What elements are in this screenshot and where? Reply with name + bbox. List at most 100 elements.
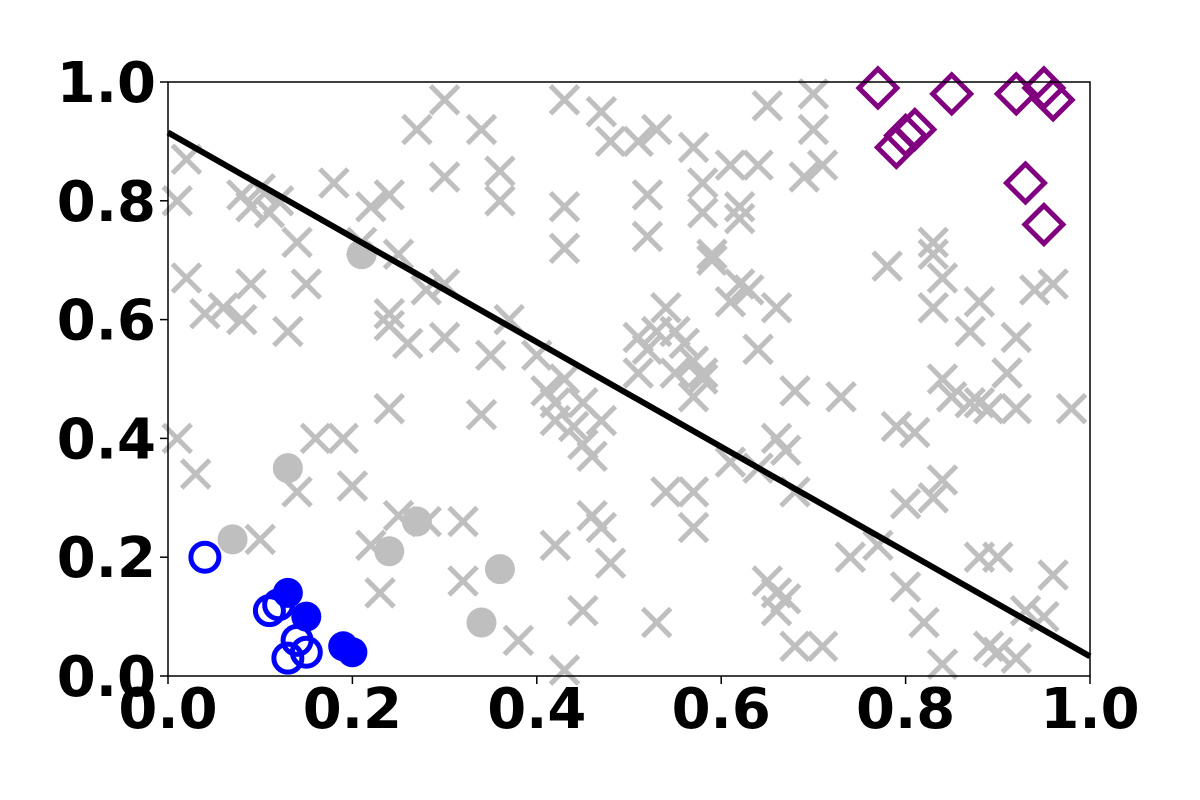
x-marker-point <box>631 220 664 253</box>
x-marker-point <box>318 167 350 199</box>
x-marker-point <box>428 161 461 193</box>
x-marker-point <box>327 422 359 455</box>
x-marker-point <box>677 131 710 164</box>
x-marker-point <box>179 458 212 490</box>
open-circle-point <box>188 540 222 574</box>
x-marker-point <box>484 155 516 187</box>
x-marker-point <box>899 416 931 449</box>
x-marker-point <box>889 571 922 603</box>
x-marker-point <box>594 547 627 579</box>
x-marker-point <box>567 386 599 419</box>
x-marker-point <box>401 113 433 146</box>
open-circle-point <box>289 635 323 669</box>
x-marker-point <box>935 381 968 413</box>
x-axis: 0.0 0.2 0.4 0.6 0.8 1.0 <box>118 676 1140 742</box>
x-marker-point <box>742 333 774 366</box>
x-marker-point <box>548 363 581 395</box>
x-marker-point <box>806 630 839 663</box>
x-marker-point <box>576 440 608 472</box>
x-marker-point <box>926 262 959 294</box>
x-marker-point <box>723 190 756 223</box>
x-marker-point <box>382 238 415 271</box>
x-marker-point <box>926 648 959 680</box>
x-marker-point <box>779 375 811 407</box>
x-marker-point <box>225 303 258 336</box>
x-marker-point <box>1000 392 1033 425</box>
x-marker-point <box>355 190 387 223</box>
x-marker-point <box>465 398 498 431</box>
x-marker-point <box>751 89 784 122</box>
x-marker-point <box>170 262 203 294</box>
y-axis: 0.0 0.2 0.4 0.6 0.8 1.0 <box>57 51 168 710</box>
x-marker-point <box>779 630 811 663</box>
x-marker-point <box>982 636 1014 669</box>
x-marker-point <box>336 470 369 502</box>
x-marker-point <box>1009 594 1042 627</box>
x-marker-point <box>474 339 507 372</box>
open-circle-point <box>262 588 296 622</box>
x-marker-point <box>290 268 323 300</box>
x-marker-point <box>889 487 922 520</box>
x-marker-point <box>622 357 654 389</box>
x-marker-point <box>1037 559 1069 591</box>
x-marker-point <box>696 238 728 271</box>
filled-circle-point <box>484 554 515 585</box>
x-tick-label: 0.2 <box>303 677 402 742</box>
x-marker-point <box>567 594 599 627</box>
x-marker-point <box>502 624 535 657</box>
x-marker-point <box>917 482 950 514</box>
open-diamond-point <box>929 71 975 117</box>
open-diamond-point <box>1030 77 1076 123</box>
x-marker-point <box>686 167 719 199</box>
x-marker-point <box>539 404 572 437</box>
x-marker-point <box>539 529 572 562</box>
open-diamond-point <box>1002 160 1048 206</box>
x-marker-point <box>917 291 950 324</box>
x-marker-point <box>760 594 793 627</box>
x-marker-point <box>465 113 498 146</box>
filled-circle-point <box>466 607 497 638</box>
x-tick-label: 0.8 <box>856 677 955 742</box>
x-marker-point <box>714 149 747 181</box>
x-marker-point <box>548 232 581 265</box>
y-tick-label: 1.0 <box>57 51 156 116</box>
x-marker-point <box>972 392 1005 425</box>
open-diamond-point <box>993 71 1039 117</box>
x-marker-point <box>548 190 581 223</box>
x-marker-point <box>585 511 618 544</box>
x-marker-point <box>1000 321 1033 354</box>
y-tick-label: 0.0 <box>57 645 156 710</box>
x-marker-point <box>1055 392 1088 425</box>
x-marker-point <box>825 381 857 413</box>
x-marker-point <box>982 541 1014 573</box>
x-marker-point <box>963 286 996 318</box>
x-marker-point <box>806 149 839 181</box>
x-marker-point <box>428 321 461 354</box>
x-marker-point <box>908 606 940 639</box>
x-marker-point <box>926 464 959 496</box>
open-diamond-point <box>855 65 901 111</box>
x-marker-point <box>723 202 756 235</box>
filled-circle-point <box>217 524 248 555</box>
x-marker-point <box>373 392 406 425</box>
x-marker-point <box>447 505 479 538</box>
y-tick-label: 0.4 <box>57 407 156 472</box>
x-marker-point <box>714 286 747 318</box>
filled-circle-point <box>374 536 405 567</box>
x-marker-point <box>281 226 313 259</box>
x-marker-point <box>1000 642 1033 674</box>
x-marker-point <box>244 523 276 556</box>
filled-circle-point <box>337 637 368 668</box>
filled-circle-point <box>401 506 432 537</box>
open-circle-point <box>271 641 305 675</box>
axes-frame <box>167 81 1091 677</box>
x-tick-label: 0.0 <box>118 677 217 742</box>
x-marker-point <box>686 196 719 229</box>
x-marker-point <box>548 84 581 116</box>
x-marker-point <box>447 565 479 597</box>
x-marker-point <box>428 84 461 116</box>
x-tick-label: 0.6 <box>672 677 771 742</box>
x-marker-point <box>373 179 406 211</box>
x-marker-point <box>189 297 221 330</box>
